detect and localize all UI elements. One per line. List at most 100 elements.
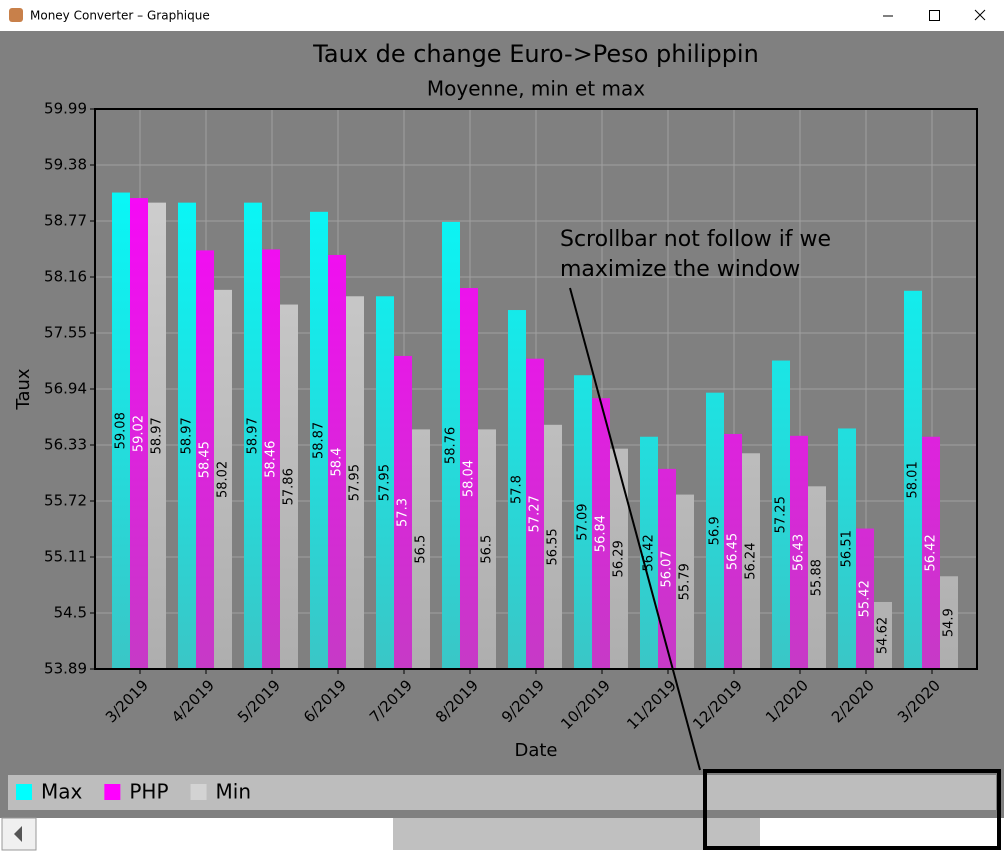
bar [874, 601, 892, 669]
data-label: 58.46 [264, 441, 279, 478]
chart-title: Taux de change Euro->Peso philippin [312, 40, 759, 68]
bar [940, 576, 958, 669]
legend-label: PHP [129, 780, 168, 804]
y-tick-label: 59.99 [44, 100, 87, 118]
annotation: Scrollbar not follow if we [560, 227, 831, 252]
y-tick-label: 57.55 [44, 324, 87, 342]
bar [808, 486, 826, 669]
bar [280, 304, 298, 669]
data-label: 55.42 [858, 580, 873, 617]
bar [412, 429, 430, 669]
data-label: 56.51 [840, 530, 855, 567]
bar [790, 435, 808, 669]
data-label: 54.9 [942, 608, 957, 637]
bar [148, 202, 166, 669]
data-label: 57.8 [510, 475, 525, 504]
data-label: 57.3 [396, 498, 411, 527]
y-tick-label: 58.16 [44, 268, 87, 286]
maximize-button[interactable] [929, 10, 940, 21]
legend-swatch [16, 784, 32, 800]
y-tick-label: 53.89 [44, 660, 87, 678]
close-button[interactable] [974, 9, 986, 21]
title-bar [0, 0, 1004, 31]
data-label: 56.9 [708, 516, 723, 545]
bar [112, 192, 130, 669]
y-tick-label: 54.5 [54, 604, 87, 622]
bar [922, 436, 940, 669]
bar [178, 202, 196, 669]
x-axis-title: Date [514, 740, 557, 761]
data-label: 57.25 [774, 496, 789, 533]
data-label: 57.86 [282, 468, 297, 505]
bar [508, 310, 526, 669]
bar [394, 355, 412, 669]
bar [904, 290, 922, 669]
bar [376, 296, 394, 669]
bar [544, 424, 562, 669]
y-tick-label: 59.38 [44, 156, 87, 174]
data-label: 54.62 [876, 617, 891, 654]
bar [592, 398, 610, 669]
bar [196, 250, 214, 669]
y-tick-label: 55.72 [44, 492, 87, 510]
annotation-arrow [569, 287, 701, 771]
bar [460, 288, 478, 669]
bar [772, 360, 790, 669]
data-label: 56.07 [660, 550, 675, 587]
bar [442, 221, 460, 669]
bar [658, 468, 676, 669]
legend-label: Min [216, 780, 252, 804]
data-label: 59.02 [132, 415, 147, 452]
data-label: 56.29 [612, 540, 627, 577]
data-label: 57.27 [528, 495, 543, 532]
data-label: 57.09 [576, 504, 591, 541]
data-label: 57.95 [378, 464, 393, 501]
bar [640, 436, 658, 669]
bar [574, 375, 592, 669]
data-label: 58.04 [462, 460, 477, 497]
bar [328, 254, 346, 669]
plot-frame [94, 108, 978, 670]
y-axis-title: Taux [13, 368, 34, 410]
data-label: 56.42 [642, 534, 657, 571]
data-label: 56.42 [924, 534, 939, 571]
y-tick-label: 56.94 [44, 380, 87, 398]
data-label: 58.45 [198, 441, 213, 478]
legend-strip [8, 775, 996, 810]
data-label: 56.84 [594, 515, 609, 552]
bar [526, 358, 544, 669]
y-tick-label: 56.33 [44, 436, 87, 454]
bar [262, 249, 280, 669]
bar [610, 448, 628, 669]
bar [478, 429, 496, 669]
bar [244, 202, 262, 669]
data-label: 58.4 [330, 448, 345, 477]
data-label: 58.76 [444, 427, 459, 464]
data-label: 58.01 [906, 461, 921, 498]
data-label: 55.79 [678, 563, 693, 600]
bar [856, 528, 874, 669]
bar [676, 494, 694, 669]
scroll-thumb[interactable] [393, 818, 760, 850]
data-label: 56.24 [744, 543, 759, 580]
y-tick-label: 55.11 [44, 548, 87, 566]
bar [706, 392, 724, 669]
annotation: maximize the window [560, 257, 800, 282]
data-label: 58.02 [216, 461, 231, 498]
y-tick-label: 58.77 [44, 212, 87, 230]
app-icon [9, 8, 23, 22]
data-label: 58.97 [246, 417, 261, 454]
data-label: 56.55 [546, 528, 561, 565]
legend-label: Max [41, 780, 83, 804]
data-label: 57.95 [348, 464, 363, 501]
scroll-left-arrow [14, 826, 22, 842]
bar [838, 428, 856, 669]
bar [130, 198, 148, 669]
bar [214, 289, 232, 669]
bar [310, 211, 328, 669]
data-label: 58.97 [150, 417, 165, 454]
window-title: Money Converter – Graphique [30, 9, 210, 23]
